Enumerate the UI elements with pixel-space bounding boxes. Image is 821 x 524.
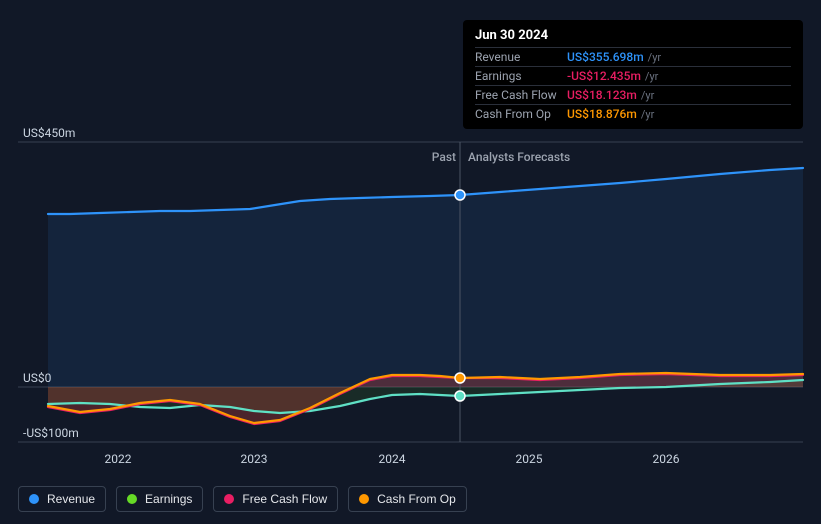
financials-chart: US$450m US$0 -US$100m 2022 2023 2024 2025 2026… bbox=[0, 0, 821, 524]
tooltip-metric-value: US$18.123m bbox=[567, 88, 637, 102]
chart-tooltip: Jun 30 2024 RevenueUS$355.698m/yrEarning… bbox=[463, 20, 803, 129]
legend-label: Free Cash Flow bbox=[242, 492, 327, 506]
x-axis-tick-label: 2025 bbox=[516, 452, 543, 466]
tooltip-metric-label: Earnings bbox=[475, 69, 567, 83]
tooltip-metric-label: Cash From Op bbox=[475, 107, 567, 121]
legend-label: Cash From Op bbox=[377, 492, 456, 506]
tooltip-metric-value: -US$12.435m bbox=[567, 69, 641, 83]
tooltip-metric-unit: /yr bbox=[648, 51, 661, 64]
tooltip-row: Free Cash FlowUS$18.123m/yr bbox=[475, 85, 791, 104]
y-axis-tick-label: US$450m bbox=[23, 126, 75, 140]
tooltip-row: Cash From OpUS$18.876m/yr bbox=[475, 104, 791, 123]
tooltip-metric-unit: /yr bbox=[641, 108, 654, 121]
legend-label: Earnings bbox=[145, 492, 192, 506]
tooltip-metric-value: US$355.698m bbox=[567, 50, 644, 64]
legend-item-revenue[interactable]: Revenue bbox=[18, 486, 106, 512]
period-forecast-label: Analysts Forecasts bbox=[468, 150, 570, 164]
tooltip-metric-value: US$18.876m bbox=[567, 107, 637, 121]
tooltip-row: Earnings-US$12.435m/yr bbox=[475, 66, 791, 85]
x-axis-tick-label: 2026 bbox=[653, 452, 680, 466]
legend-item-free-cash-flow[interactable]: Free Cash Flow bbox=[213, 486, 338, 512]
x-axis-tick-label: 2023 bbox=[241, 452, 268, 466]
tooltip-metric-label: Free Cash Flow bbox=[475, 88, 567, 102]
legend-swatch bbox=[127, 494, 137, 504]
y-axis-tick-label: -US$100m bbox=[23, 426, 79, 440]
legend-label: Revenue bbox=[47, 492, 95, 506]
legend-item-cash-from-op[interactable]: Cash From Op bbox=[348, 486, 467, 512]
legend-swatch bbox=[29, 494, 39, 504]
period-past-label: Past bbox=[432, 150, 456, 164]
x-axis-tick-label: 2024 bbox=[379, 452, 406, 466]
legend-swatch bbox=[359, 494, 369, 504]
tooltip-metric-label: Revenue bbox=[475, 50, 567, 64]
legend-item-earnings[interactable]: Earnings bbox=[116, 486, 203, 512]
chart-legend: Revenue Earnings Free Cash Flow Cash From O… bbox=[18, 486, 467, 512]
legend-swatch bbox=[224, 494, 234, 504]
tooltip-date: Jun 30 2024 bbox=[475, 28, 791, 43]
tooltip-metric-unit: /yr bbox=[645, 70, 658, 83]
tooltip-row: RevenueUS$355.698m/yr bbox=[475, 47, 791, 66]
tooltip-metric-unit: /yr bbox=[641, 89, 654, 102]
y-axis-tick-label: US$0 bbox=[23, 371, 51, 385]
x-axis-tick-label: 2022 bbox=[105, 452, 132, 466]
